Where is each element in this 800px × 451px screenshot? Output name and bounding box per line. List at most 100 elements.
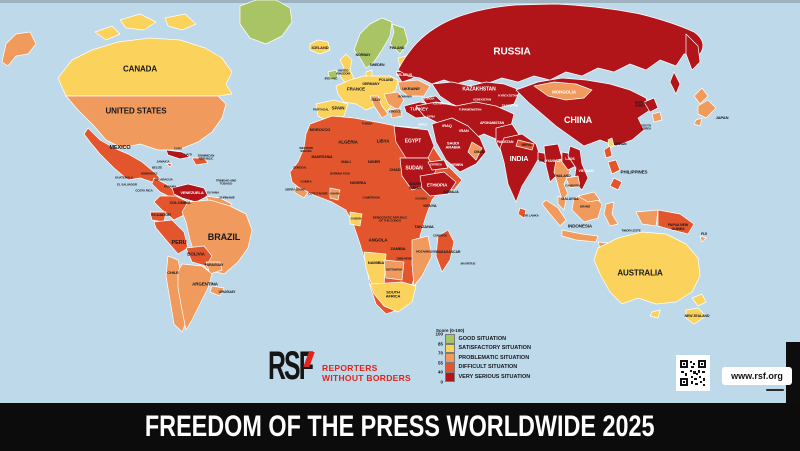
legend-swatch-1 [445,343,455,353]
country-label-israel: ISRAEL [418,122,428,127]
country-label-ethiopia: ETHIOPIA [426,182,448,188]
country-ghana [329,187,341,201]
country-label-honduras: HONDURAS [140,171,158,176]
country-label-chile: CHILE [167,269,179,275]
country-label-nepal: NEPAL [521,143,533,148]
country-label-ukraine: UKRAINE [402,85,420,91]
country-label-western-sahara: WESTERN SAHARA [299,145,313,153]
legend-tick-55: 55 [437,360,443,365]
legend-swatch-4 [445,372,455,382]
rsf-wordmark-line2: WITHOUT BORDERS [322,372,412,383]
country-label-guatemala: GUATEMALA [114,175,134,180]
country-taiwan [607,137,615,149]
legend-swatch-2 [445,353,455,363]
country-label-cambodia: CAMBODIA [565,183,581,188]
country-label-thailand: THAILAND [553,174,571,179]
corner-block [786,342,800,403]
country-label-vietnam: VIETNAM [578,169,594,174]
country-sumatra [541,199,567,227]
country-label-peru: PERU [171,239,187,246]
country-label-mauritius: MAURITIUS [460,261,476,266]
country-label-bangladesh: BANGLADESH [538,158,560,163]
country-label-oman: OMAN [473,150,485,155]
country-label-south-korea: SOUTH KOREA [640,123,652,131]
legend-label-1: SATISFACTORY SITUATION [458,345,531,352]
rsf-wordmark-line1: REPORTERS [322,363,378,373]
country-south-africa [369,281,417,313]
country-label-argentina: ARGENTINA [192,281,218,287]
country-sulawesi [603,201,619,227]
country-label-kyrgyzstan: KYRGYZSTAN [498,93,518,98]
country-gabon [349,211,363,227]
country-label-panama: PANAMA [163,184,177,189]
country-north-korea [643,97,659,113]
country-oman [467,141,483,161]
country-label-france: FRANCE [346,86,366,92]
country-tasmania [649,309,661,319]
qr-code [676,355,710,391]
country-label-libya: LIBYA [376,138,390,144]
country-label-united-kingdom: UNITED KINGDOM [336,68,350,76]
website-link[interactable]: www.rsf.org [722,367,792,385]
country-label-finland: FINLAND [389,46,405,51]
country-label-afghanistan: AFGHANISTAN [479,121,505,126]
country-vietnam [567,145,589,191]
region-scandinavia [353,17,393,69]
country-label-madagascar: MADAGASCAR [435,250,461,255]
country-label-turkey: TURKEY [410,106,428,112]
map-labels: CANADA UNITED STATES MEXICO CUBA HAITI DOMINI… [105,44,729,318]
country-label-angola: ANGOLA [368,237,388,243]
country-label-italy: ITALY [371,98,381,103]
country-new-zealand-south [685,307,707,325]
country-canada-arctic-1 [119,13,157,31]
country-label-niger: NIGER [367,158,381,164]
country-australia [593,231,701,305]
country-liberia [293,185,309,199]
country-label-mexico: MEXICO [109,144,131,151]
country-label-sierra-leone: SIERRA LEONE [285,187,305,192]
country-botswana [383,259,405,281]
country-label-timor-leste: TIMOR-LESTE [621,228,641,233]
country-label-burkina-faso: BURKINA FASO [330,171,350,176]
country-label-fiji: FIJI [701,232,707,237]
region-kamchatka [685,33,701,71]
country-label-philippines: PHILIPPINES [620,169,648,175]
country-greece [389,107,403,119]
legend-label-0: GOOD SITUATION [458,335,507,342]
country-label-morocco: MOROCCO [309,126,331,132]
legend-tick-40: 40 [437,369,443,375]
country-label-portugal: PORTUGAL [312,107,330,112]
legend-row-1: SATISFACTORY SITUATION [445,343,531,353]
country-philippines-3 [609,177,623,191]
legend-row-4: VERY SERIOUS SITUATION [445,372,531,382]
country-label-senegal: SENEGAL [293,165,307,170]
country-nepal [515,139,535,151]
legend-scale-title: Score (0-100) [436,328,465,333]
country-finland [389,23,409,55]
country-uruguay [209,285,225,297]
region-arabia [431,117,487,173]
country-label-belize: BELIZE [151,165,163,170]
country-label-greece: GREECE [388,109,402,114]
country-greenland [239,0,293,45]
country-label-papua-new-guinea: PAPUA NEW GUINEA [667,223,689,231]
country-label-iceland: ICELAND [311,44,329,50]
country-fiji [699,235,707,243]
legend-swatch-3 [445,362,455,372]
country-label-bolivia: BOLIVIA [187,251,205,257]
country-label-myanmar: MYANMAR [544,159,562,164]
country-label-mozambique: MOZAMBIQUE [416,249,436,254]
micro-credit-mark [766,389,784,391]
country-label-japan: JAPAN [715,114,729,120]
country-label-turkmenistan: TURKMENISTAN [458,107,482,112]
country-label-chad: CHAD [389,166,401,172]
country-label-dominican-republic: DOMINICAN REPUBLIC [197,153,215,161]
country-label-sudan: SUDAN [405,165,423,172]
country-japan-2 [697,99,717,119]
country-argentina [177,263,213,331]
country-jamaica [165,162,173,168]
country-cambodia [565,175,581,189]
country-label-nigeria: NIGERIA [350,179,366,185]
country-iceland [309,39,331,55]
